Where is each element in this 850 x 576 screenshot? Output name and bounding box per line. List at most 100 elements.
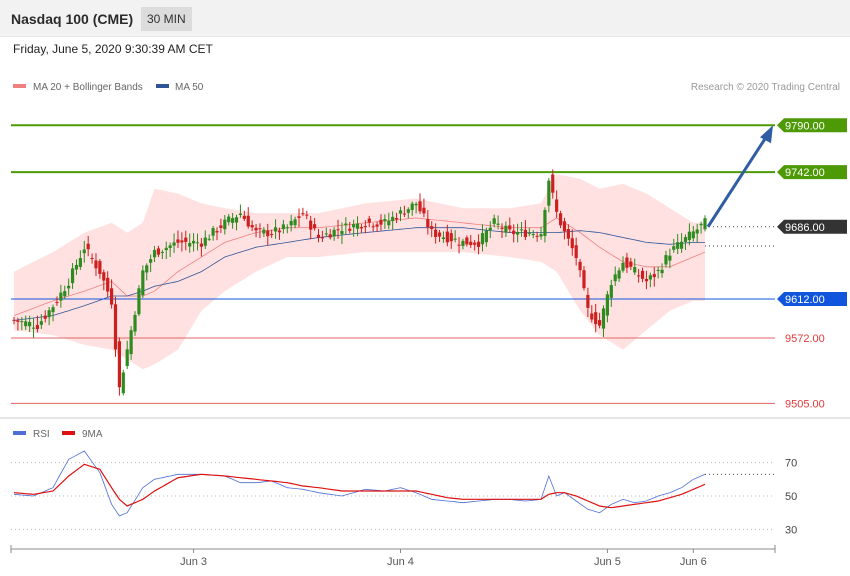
candle	[215, 227, 219, 241]
candle-body	[70, 268, 75, 284]
candle-body	[601, 308, 606, 329]
support-label: 9572.00	[785, 333, 825, 345]
candle	[398, 206, 403, 222]
candle-body	[207, 238, 211, 240]
candle	[543, 207, 547, 243]
candle-body	[102, 272, 106, 281]
candle-body	[320, 237, 325, 239]
candle-body	[12, 319, 16, 321]
candle	[117, 337, 122, 396]
candle	[500, 223, 504, 238]
candle-body	[270, 234, 274, 236]
candle-body	[484, 230, 488, 243]
candle	[484, 227, 488, 247]
time-axis: Jun 3 Jun 4 Jun 5 Jun 6	[10, 545, 776, 568]
candle-body	[74, 264, 79, 270]
candle-body	[191, 240, 196, 244]
candle-body	[469, 241, 473, 246]
candle	[539, 226, 543, 240]
candle	[531, 230, 535, 239]
candle-body	[582, 270, 586, 289]
candle-body	[137, 288, 141, 315]
candle	[469, 235, 473, 248]
candle-body	[703, 218, 707, 230]
candle-body	[699, 223, 703, 226]
candle	[555, 190, 559, 218]
rsi-plot: 30 50 70	[0, 417, 850, 536]
candle	[496, 215, 500, 230]
candle-body	[180, 240, 184, 243]
candle-body	[465, 237, 469, 245]
timeframe-button[interactable]: 30 MIN	[141, 7, 192, 31]
candle-body	[605, 294, 610, 316]
candle	[379, 214, 383, 231]
candle	[695, 223, 699, 243]
candle-body	[387, 220, 391, 226]
candle-body	[672, 246, 676, 250]
candle-body	[488, 227, 492, 231]
candle-body	[172, 242, 176, 246]
candle-body	[24, 321, 28, 327]
ma20-legend-label: MA 20 + Bollinger Bands	[33, 82, 143, 93]
candle	[406, 207, 410, 219]
candle-body	[121, 372, 125, 394]
candle	[605, 290, 610, 323]
candle	[113, 296, 118, 357]
candle	[578, 259, 582, 278]
candle-body	[223, 219, 227, 230]
candle-body	[613, 274, 617, 282]
candle	[324, 227, 328, 237]
candle	[109, 279, 114, 309]
candle-body	[160, 251, 164, 253]
candle	[375, 221, 379, 232]
arrow-head	[760, 125, 773, 144]
candle	[258, 223, 262, 239]
candle	[242, 210, 246, 222]
candle	[508, 217, 512, 233]
candle-body	[516, 232, 520, 235]
candle-body	[250, 225, 254, 228]
candle-body	[547, 180, 551, 206]
candle-body	[28, 321, 32, 327]
candle	[562, 217, 567, 240]
candle	[273, 219, 278, 239]
candle-body	[297, 216, 301, 218]
candle-body	[199, 243, 203, 247]
candle-body	[394, 218, 399, 220]
candle-body	[336, 229, 340, 231]
candle	[699, 221, 703, 234]
chart-header: Nasdaq 100 (CME) 30 MIN	[0, 0, 850, 37]
candle-body	[289, 220, 293, 226]
candle	[457, 236, 461, 254]
candle	[125, 340, 129, 370]
candle	[566, 224, 570, 246]
candle-body	[313, 224, 317, 229]
candle	[51, 304, 55, 322]
candle-body	[262, 229, 266, 234]
candle	[594, 303, 598, 333]
candle	[648, 272, 652, 288]
candle-body	[352, 224, 356, 228]
candle-body	[285, 227, 289, 229]
candle-body	[141, 270, 145, 296]
resistance-label: 9790.00	[785, 120, 825, 132]
candle-body	[570, 238, 574, 249]
candle-body	[590, 313, 594, 320]
candle-body	[82, 249, 86, 254]
candle	[492, 214, 496, 228]
candle	[78, 250, 82, 270]
candle	[683, 234, 688, 251]
candle	[270, 229, 274, 238]
candle	[449, 229, 453, 249]
candle	[597, 312, 602, 329]
rsi-legend-label: RSI	[33, 429, 50, 440]
candle-body	[558, 213, 563, 226]
candle	[519, 222, 524, 237]
candle-body	[527, 232, 531, 234]
candle-body	[586, 294, 590, 308]
candle-body	[238, 213, 243, 216]
candle-body	[523, 229, 528, 238]
candle	[156, 245, 161, 258]
candle-body	[133, 314, 137, 332]
